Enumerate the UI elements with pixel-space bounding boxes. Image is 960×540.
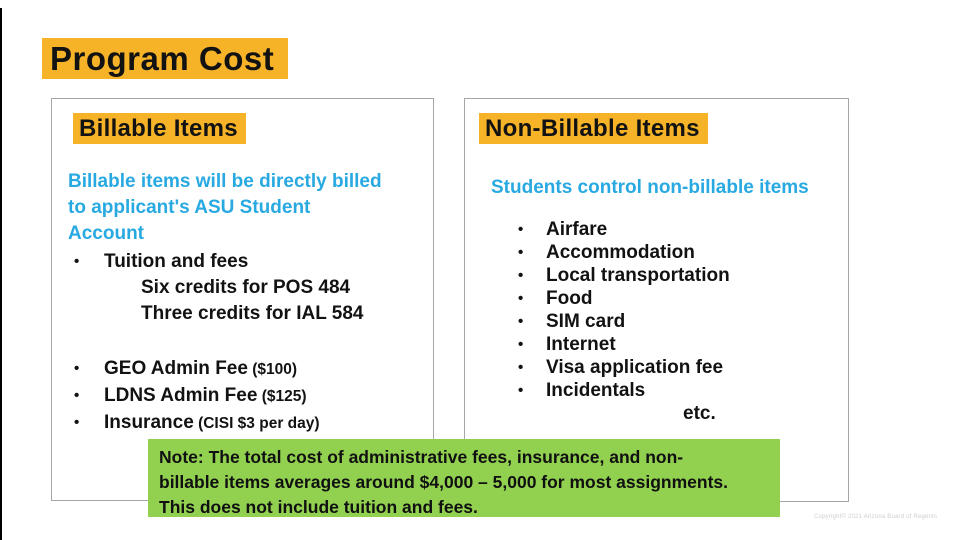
list-item-text: Airfare bbox=[546, 219, 608, 240]
list-item: • Airfare bbox=[465, 218, 848, 241]
bullet-icon: • bbox=[518, 221, 524, 238]
left-edge-rule bbox=[0, 8, 2, 540]
list-item: • Insurance (CISI $3 per day) bbox=[52, 410, 433, 437]
list-item-text: Tuition and fees bbox=[104, 251, 249, 272]
list-item-note: ($125) bbox=[257, 388, 307, 405]
bullet-icon: • bbox=[518, 313, 524, 330]
list-spacer bbox=[52, 327, 433, 356]
billable-items-list: • Tuition and fees Six credits for POS 484… bbox=[52, 249, 433, 437]
list-item: • Internet bbox=[465, 333, 848, 356]
list-item: etc. bbox=[465, 402, 848, 425]
bullet-icon: • bbox=[74, 414, 80, 431]
non-billable-items-panel: Non-Billable Items Students control non-… bbox=[464, 98, 849, 502]
list-item-text: Internet bbox=[546, 334, 616, 355]
bullet-icon: • bbox=[74, 387, 80, 404]
list-item-text: LDNS Admin Fee bbox=[104, 385, 258, 406]
bullet-icon: • bbox=[74, 253, 80, 270]
list-item-text: Food bbox=[546, 288, 593, 309]
list-item-text: Incidentals bbox=[546, 380, 646, 401]
list-item: • LDNS Admin Fee ($125) bbox=[52, 383, 433, 410]
list-item: • Incidentals bbox=[465, 379, 848, 402]
list-item: • SIM card bbox=[465, 310, 848, 333]
list-item: Three credits for IAL 584 bbox=[52, 301, 433, 327]
note-text: Note: The total cost of administrative f… bbox=[159, 447, 728, 517]
billable-items-panel: Billable Items Billable items will be di… bbox=[51, 98, 434, 501]
bullet-icon: • bbox=[518, 290, 524, 307]
list-item-text: Accommodation bbox=[546, 242, 695, 263]
list-item-text: SIM card bbox=[546, 311, 626, 332]
bullet-icon: • bbox=[74, 360, 80, 377]
non-billable-items-list: • Airfare • Accommodation • Local transportat… bbox=[465, 218, 848, 425]
note-box: Note: The total cost of administrative f… bbox=[148, 439, 780, 517]
list-item-note: (CISI $3 per day) bbox=[193, 415, 320, 432]
bullet-icon: • bbox=[518, 336, 524, 353]
list-item-text: etc. bbox=[683, 403, 716, 424]
bullet-icon: • bbox=[518, 359, 524, 376]
copyright-text: Copyright© 2021 Arizona Board of Regents bbox=[814, 514, 938, 520]
bullet-icon: • bbox=[518, 267, 524, 284]
bullet-icon: • bbox=[518, 244, 524, 261]
billable-items-intro: Billable items will be directly billed t… bbox=[68, 171, 382, 244]
list-item: • Accommodation bbox=[465, 241, 848, 264]
list-item: Six credits for POS 484 bbox=[52, 275, 433, 301]
list-item-text: Insurance bbox=[104, 412, 194, 433]
list-item-text: Three credits for IAL 584 bbox=[141, 303, 364, 324]
list-item-text: GEO Admin Fee bbox=[104, 358, 248, 379]
list-item: • GEO Admin Fee ($100) bbox=[52, 356, 433, 383]
list-item-text: Six credits for POS 484 bbox=[141, 277, 351, 298]
list-item: • Local transportation bbox=[465, 264, 848, 287]
billable-items-heading: Billable Items bbox=[73, 113, 246, 144]
list-item-note: ($100) bbox=[247, 361, 298, 378]
list-item: • Food bbox=[465, 287, 848, 310]
list-item: • Visa application fee bbox=[465, 356, 848, 379]
non-billable-items-heading: Non-Billable Items bbox=[479, 113, 708, 144]
list-item: • Tuition and fees bbox=[52, 249, 433, 275]
list-item-text: Local transportation bbox=[546, 265, 730, 286]
bullet-icon: • bbox=[518, 382, 524, 399]
non-billable-items-intro: Students control non-billable items bbox=[491, 177, 809, 198]
slide-title: Program Cost bbox=[42, 38, 289, 79]
list-item-text: Visa application fee bbox=[546, 357, 724, 378]
